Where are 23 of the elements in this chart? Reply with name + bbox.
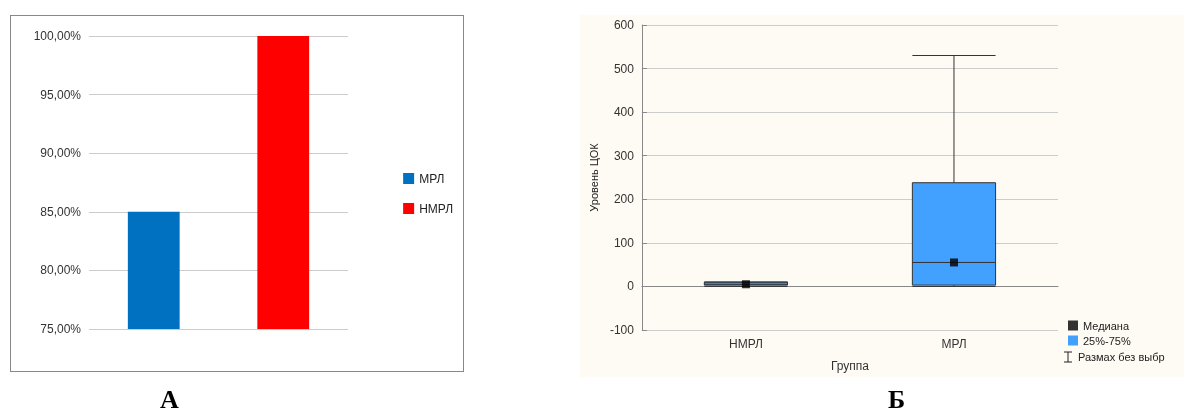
y-tick-label: 80,00% xyxy=(40,263,82,278)
y-tick-label: 400 xyxy=(613,105,635,120)
y-tick-label: 100,00% xyxy=(33,29,82,43)
text: А xyxy=(160,385,179,415)
y-tick-label: 200 xyxy=(613,192,635,207)
text: Размах без выбр xyxy=(1078,351,1165,363)
y-tick-label: 95,00% xyxy=(40,87,82,102)
y-tick-label: -100 xyxy=(609,323,635,337)
y-tick-label: 100 xyxy=(613,235,635,250)
y-tick-label: 600 xyxy=(613,18,635,32)
y-tick-label: 85,00% xyxy=(40,204,82,219)
y-tick-label: 90,00% xyxy=(40,146,82,161)
y-tick-label: 75,00% xyxy=(40,322,82,336)
legend-label: 25%-75% xyxy=(1083,334,1131,347)
text: Б xyxy=(888,385,906,415)
y-axis-title: Уровень ЦОК xyxy=(587,142,600,212)
x-axis-title: Группа xyxy=(830,359,870,373)
legend-label: Медиана xyxy=(1083,319,1130,332)
legend-label: НМРЛ xyxy=(419,201,454,216)
legend-label: МРЛ xyxy=(419,171,445,186)
y-tick-label: 0 xyxy=(627,279,635,294)
y-tick-label: 300 xyxy=(613,148,635,163)
y-tick-label: 500 xyxy=(613,61,635,76)
